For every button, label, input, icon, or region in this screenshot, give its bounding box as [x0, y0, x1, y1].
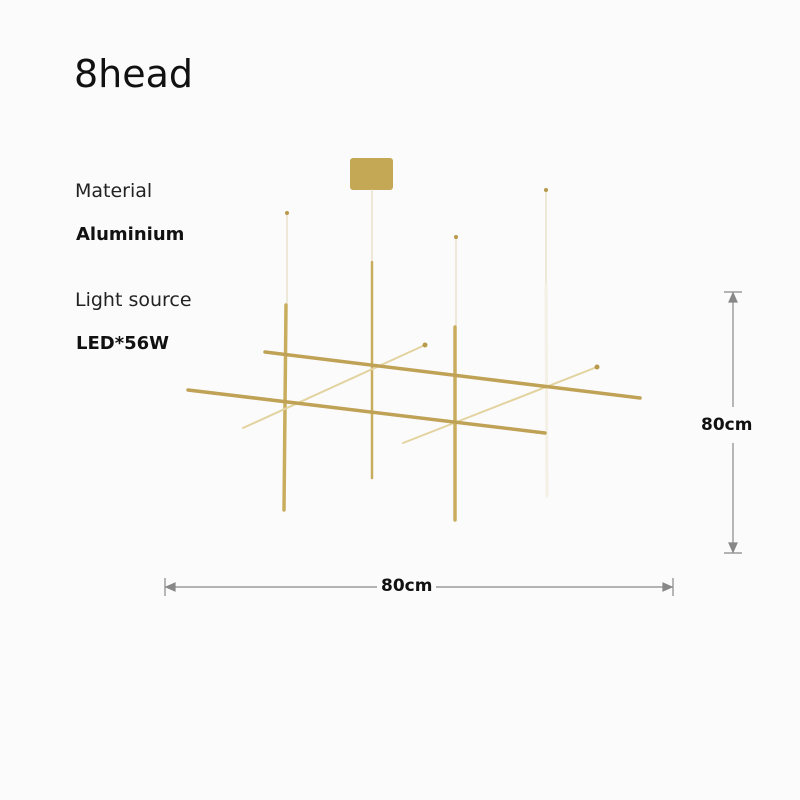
light-source-value: LED*56W	[76, 333, 170, 354]
width-dimension-label: 80cm	[377, 576, 437, 596]
white-rod	[544, 283, 549, 498]
material-label: Material	[75, 180, 153, 202]
ceiling-canopy	[350, 158, 393, 190]
light-source-label: Light source	[75, 289, 192, 311]
product-title: 8head	[74, 52, 194, 96]
height-dimension-label: 80cm	[697, 407, 757, 443]
material-value: Aluminium	[76, 224, 185, 245]
